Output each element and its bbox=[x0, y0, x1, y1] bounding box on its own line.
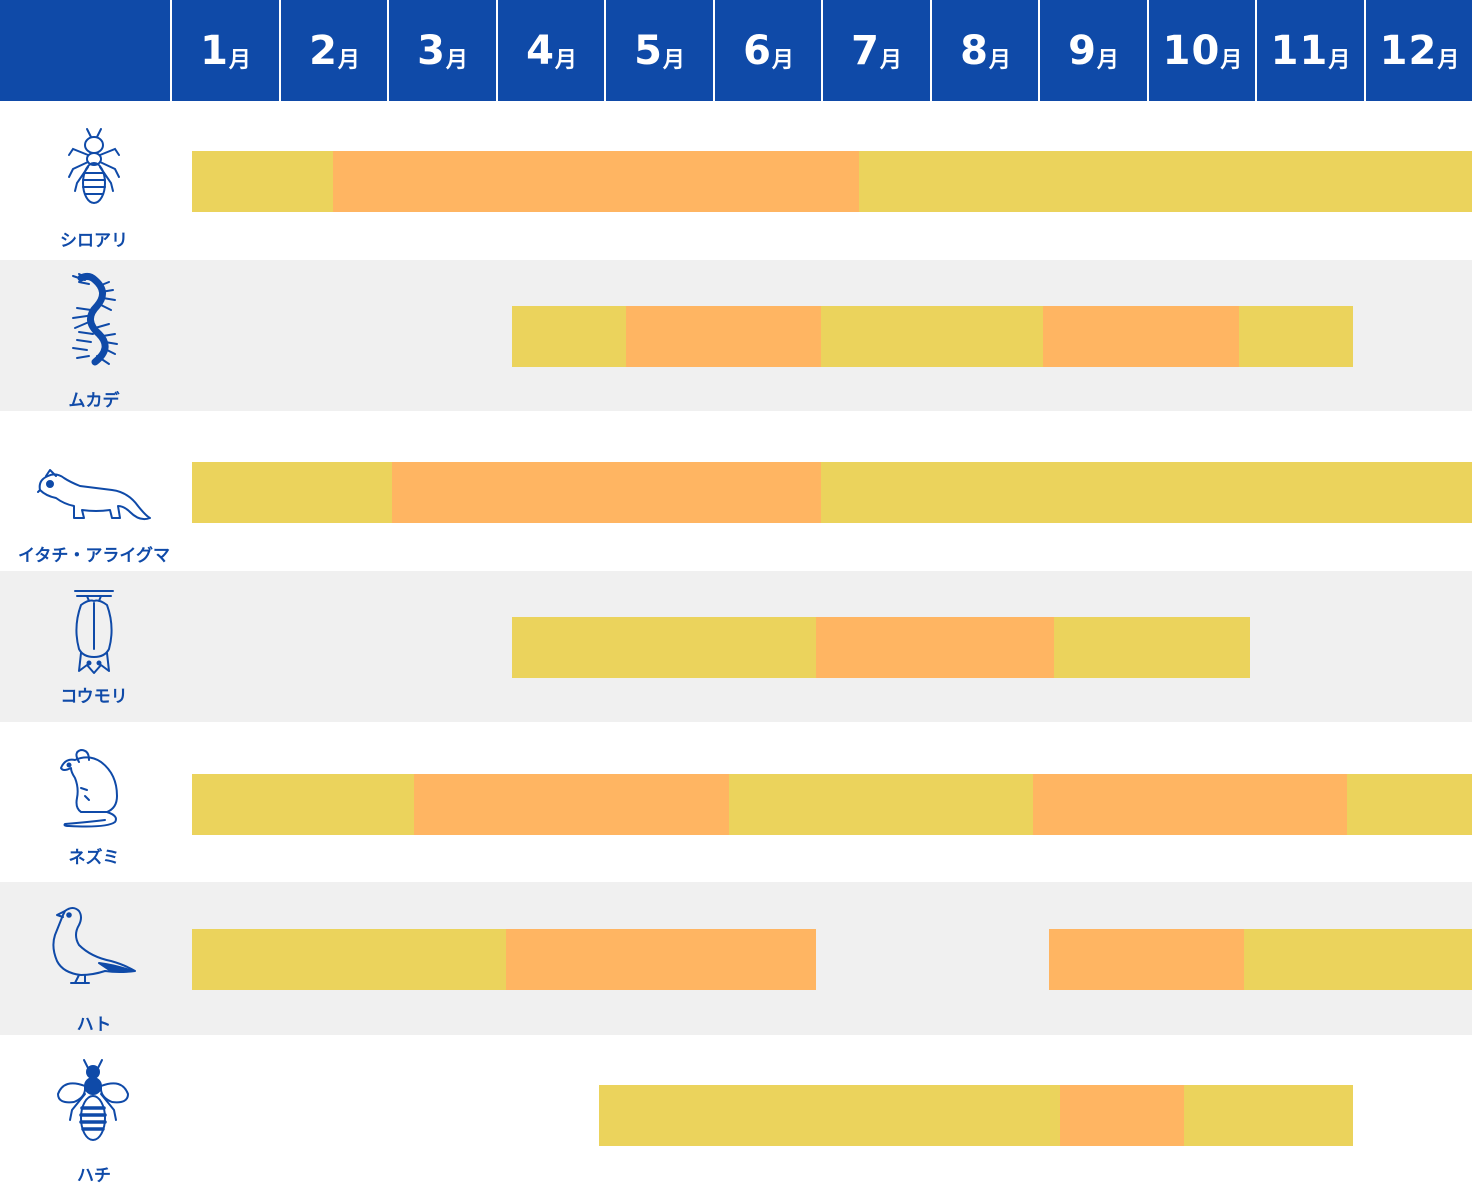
month-number: 10 bbox=[1162, 27, 1221, 74]
season-bar-yellow bbox=[192, 929, 506, 990]
season-bar-orange bbox=[816, 617, 1054, 678]
month-number: 7 bbox=[851, 27, 880, 74]
month-number: 2 bbox=[309, 27, 338, 74]
season-bar-orange bbox=[1049, 929, 1244, 990]
season-bar-yellow bbox=[1239, 306, 1353, 367]
season-bar-orange bbox=[626, 306, 821, 367]
bat-icon bbox=[69, 587, 119, 677]
month-header-cell: 11 月 bbox=[1255, 0, 1364, 101]
month-unit: 月 bbox=[554, 47, 577, 73]
bee-icon bbox=[56, 1058, 130, 1148]
month-header-cell: 12 月 bbox=[1364, 0, 1472, 101]
month-number: 8 bbox=[960, 27, 989, 74]
month-number: 3 bbox=[417, 27, 446, 74]
month-unit: 月 bbox=[879, 47, 902, 73]
season-bar-yellow bbox=[729, 774, 1033, 835]
season-bar-yellow bbox=[1244, 929, 1472, 990]
season-bar-yellow bbox=[821, 462, 1472, 523]
pest-label: イタチ・アライグマ bbox=[18, 546, 170, 566]
season-bar-orange bbox=[506, 929, 816, 990]
season-bar-orange bbox=[1033, 774, 1347, 835]
season-bar-orange bbox=[414, 774, 729, 835]
season-bar-yellow bbox=[192, 151, 333, 212]
month-number: 9 bbox=[1068, 27, 1097, 74]
weasel-icon bbox=[36, 466, 152, 526]
month-unit: 月 bbox=[988, 47, 1011, 73]
season-bar-yellow bbox=[512, 306, 626, 367]
month-header-cell: 10 月 bbox=[1147, 0, 1256, 101]
season-bar-yellow bbox=[1184, 1085, 1353, 1146]
pest-label: コウモリ bbox=[60, 687, 128, 707]
month-number: 12 bbox=[1379, 27, 1438, 74]
month-number: 4 bbox=[526, 27, 555, 74]
season-bar-yellow bbox=[821, 306, 1043, 367]
season-bar-yellow bbox=[192, 462, 392, 523]
termite-icon bbox=[59, 125, 129, 211]
month-number: 5 bbox=[634, 27, 663, 74]
month-unit: 月 bbox=[337, 47, 360, 73]
pest-label: ネズミ bbox=[68, 848, 120, 868]
month-number: 6 bbox=[743, 27, 772, 74]
pigeon-icon bbox=[49, 905, 139, 985]
month-unit: 月 bbox=[1328, 47, 1351, 73]
season-bar-orange bbox=[1043, 306, 1239, 367]
month-unit: 月 bbox=[445, 47, 468, 73]
season-bar-orange bbox=[333, 151, 859, 212]
month-unit: 月 bbox=[1437, 47, 1460, 73]
month-number: 1 bbox=[200, 27, 229, 74]
month-unit: 月 bbox=[228, 47, 251, 73]
pest-label: ムカデ bbox=[68, 391, 120, 411]
season-bar-yellow bbox=[1054, 617, 1250, 678]
season-bar-yellow bbox=[1347, 774, 1472, 835]
month-number: 11 bbox=[1270, 27, 1329, 74]
month-unit: 月 bbox=[771, 47, 794, 73]
season-bar-orange bbox=[392, 462, 821, 523]
month-unit: 月 bbox=[1096, 47, 1119, 73]
pest-label: シロアリ bbox=[60, 231, 128, 251]
season-bar-yellow bbox=[859, 151, 1472, 212]
pest-label: ハチ bbox=[77, 1166, 111, 1186]
centipede-icon bbox=[59, 272, 129, 372]
season-bar-orange bbox=[1060, 1085, 1184, 1146]
month-unit: 月 bbox=[1220, 47, 1243, 73]
season-bar-yellow bbox=[512, 617, 816, 678]
season-bar-yellow bbox=[192, 774, 414, 835]
season-bar-yellow bbox=[599, 1085, 1060, 1146]
mouse-icon bbox=[59, 748, 129, 832]
pest-label: ハト bbox=[76, 1015, 112, 1035]
month-header: 1 月 2 月 3 月 4 月 5 月 6 月 7 月 8 月 9 月 10 月 11 月 12 月 bbox=[0, 0, 1472, 101]
month-unit: 月 bbox=[662, 47, 685, 73]
